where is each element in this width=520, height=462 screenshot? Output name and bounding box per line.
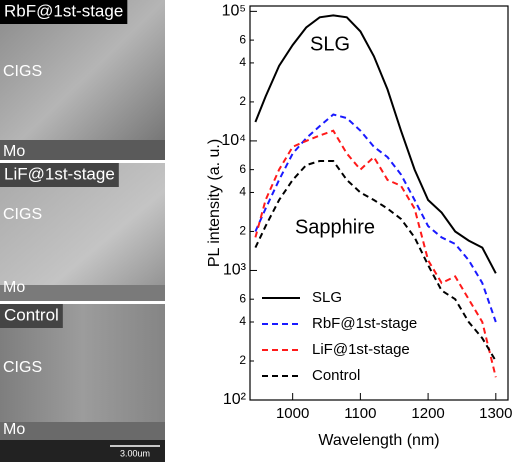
legend-label: RbF@1st-stage [312, 315, 417, 332]
sem-panels: 3.00um [0, 0, 165, 462]
layer-label: Mo [3, 279, 25, 296]
layer-label: CIGS [3, 359, 42, 376]
annotation: SLG [310, 33, 350, 55]
layer-label: CIGS [3, 63, 42, 80]
y-tick-label: 10³ [223, 262, 247, 279]
annotation: Sapphire [295, 216, 375, 238]
layer-label: Mo [3, 421, 25, 438]
panel-title-bg [0, 163, 119, 187]
legend-label: Control [312, 367, 360, 384]
panel-title: LiF@1st-stage [4, 164, 115, 183]
plot-frame [249, 5, 509, 401]
mo-layer [0, 140, 165, 160]
scale-label: 3.00um [120, 448, 150, 458]
y-tick-label: 10⁵ [222, 3, 246, 20]
y-tick-label: 6 [239, 32, 246, 46]
x-tick-label: 1300 [479, 405, 512, 422]
panel-title: RbF@1st-stage [4, 1, 123, 20]
mo-layer [0, 285, 165, 301]
series-line [254, 113, 497, 323]
layer-label: Mo [3, 143, 25, 160]
legend-label: SLG [312, 289, 342, 306]
y-tick-label: 4 [239, 314, 246, 328]
mo-layer [0, 422, 165, 440]
y-tick-label: 6 [239, 291, 246, 305]
y-tick-label: 2 [239, 94, 246, 108]
y-tick-label: 2 [239, 353, 246, 367]
panel-title-bg [0, 304, 63, 328]
series-line [254, 14, 497, 274]
y-tick-label: 2 [239, 224, 246, 238]
x-tick-label: 1100 [344, 405, 376, 422]
y-tick-label: 4 [239, 185, 246, 199]
layer-label: CIGS [3, 206, 42, 223]
y-tick-label: 10⁴ [221, 132, 246, 149]
series-line [254, 129, 497, 378]
panel-title: Control [4, 305, 59, 324]
sem-image [0, 0, 165, 160]
plot: 10² 2 4 6 10³ 2 4 6 10⁴ 2 4 6 10⁵ 1000 1100 1200 1300 Wav… [206, 3, 512, 450]
series-line [254, 160, 497, 362]
y-axis-label: PL intensity (a. u.) [206, 139, 223, 267]
y-tick-label: 10² [223, 391, 247, 408]
x-tick-label: 1000 [276, 405, 309, 422]
y-tick-label: 4 [239, 55, 246, 69]
panel-title-bg [0, 0, 128, 24]
legend-label: LiF@1st-stage [312, 341, 410, 358]
x-axis-label: Wavelength (nm) [318, 432, 439, 449]
x-tick-label: 1200 [411, 405, 444, 422]
y-tick-label: 6 [239, 162, 246, 176]
